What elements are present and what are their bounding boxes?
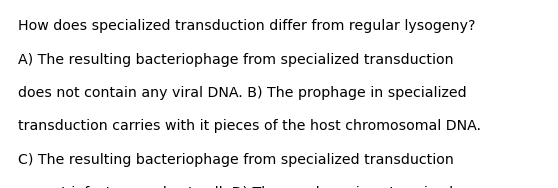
Text: cannot infect a new host cell. D) The prophage is not excised: cannot infect a new host cell. D) The pr… (18, 186, 453, 188)
Text: A) The resulting bacteriophage from specialized transduction: A) The resulting bacteriophage from spec… (18, 53, 454, 67)
Text: does not contain any viral DNA. B) The prophage in specialized: does not contain any viral DNA. B) The p… (18, 86, 466, 100)
Text: C) The resulting bacteriophage from specialized transduction: C) The resulting bacteriophage from spec… (18, 153, 454, 167)
Text: How does specialized transduction differ from regular lysogeny?: How does specialized transduction differ… (18, 19, 475, 33)
Text: transduction carries with it pieces of the host chromosomal DNA.: transduction carries with it pieces of t… (18, 119, 481, 133)
